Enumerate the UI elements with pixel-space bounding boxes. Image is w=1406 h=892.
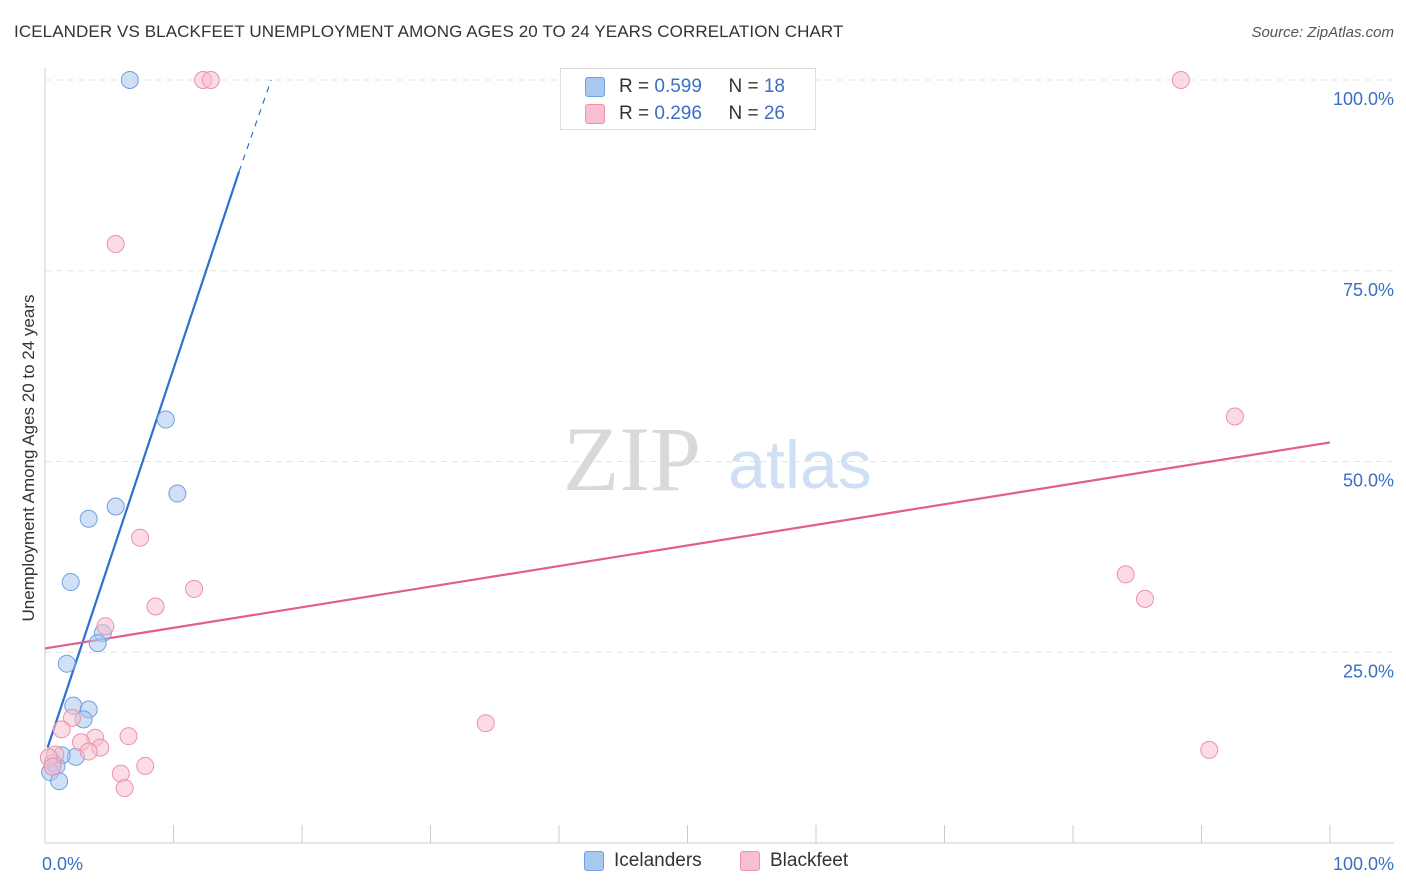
data-point-icelanders <box>106 497 125 516</box>
data-point-icelanders <box>156 410 175 429</box>
legend-item-icelanders[interactable]: Icelanders <box>584 850 702 872</box>
trend-line-extension-icelanders <box>238 79 272 172</box>
data-point-blackfeet <box>62 708 81 727</box>
data-point-blackfeet <box>1135 589 1154 608</box>
data-point-icelanders <box>57 654 76 673</box>
n-value: 18 <box>763 76 785 97</box>
n-value: 26 <box>763 103 785 124</box>
data-point-blackfeet <box>1200 740 1219 759</box>
blackfeet-legend-swatch <box>740 851 760 871</box>
data-point-blackfeet <box>136 756 155 775</box>
r-label: R = <box>619 76 655 97</box>
data-point-blackfeet <box>185 579 204 598</box>
blackfeet-swatch <box>585 104 605 124</box>
data-point-icelanders <box>120 71 139 89</box>
icelanders-swatch <box>585 77 605 97</box>
x-tick-label: 0.0% <box>42 854 83 874</box>
y-tick-label: 50.0% <box>1343 471 1394 491</box>
data-point-icelanders <box>88 634 107 653</box>
grid-lines <box>45 79 1394 653</box>
data-point-blackfeet <box>106 235 125 254</box>
y-tick-labels: 25.0% 50.0% 75.0% 100.0% <box>1333 89 1394 681</box>
chart-title: ICELANDER VS BLACKFEET UNEMPLOYMENT AMON… <box>14 22 844 41</box>
x-tick-labels: 0.0% 100.0% <box>42 854 1394 874</box>
data-point-icelanders <box>61 573 80 592</box>
watermark: ZIP atlas <box>563 408 872 510</box>
axes <box>44 68 1394 844</box>
y-tick-label: 100.0% <box>1333 89 1394 109</box>
r-value: 0.599 <box>654 76 702 97</box>
trend-line-blackfeet <box>44 441 1331 650</box>
r-value: 0.296 <box>654 103 702 124</box>
data-point-blackfeet <box>1171 71 1190 89</box>
data-point-blackfeet <box>43 757 62 776</box>
data-point-blackfeet <box>1116 565 1135 584</box>
data-point-blackfeet <box>131 528 150 547</box>
y-tick-label: 25.0% <box>1343 661 1394 681</box>
trend-line-icelanders <box>46 171 241 748</box>
data-point-icelanders <box>79 509 98 528</box>
data-point-blackfeet <box>115 779 134 798</box>
source-label: Source: ZipAtlas.com <box>1251 24 1394 41</box>
trend-lines <box>44 79 1331 748</box>
legend-label-blackfeet: Blackfeet <box>770 850 849 871</box>
y-axis-label: Unemployment Among Ages 20 to 24 years <box>19 295 38 622</box>
y-tick-label: 75.0% <box>1343 280 1394 300</box>
legend-item-blackfeet[interactable]: Blackfeet <box>740 850 848 872</box>
stats-legend: R = 0.599 N = 18 R = 0.296 N = 26 <box>560 68 816 130</box>
data-point-blackfeet <box>119 727 138 746</box>
bottom-legend: Icelanders Blackfeet <box>0 850 1406 880</box>
n-label: N = <box>728 103 764 124</box>
data-point-icelanders <box>168 484 187 503</box>
data-point-blackfeet <box>146 597 165 616</box>
data-points <box>39 71 1244 798</box>
data-point-blackfeet <box>79 742 98 761</box>
data-point-blackfeet <box>1225 407 1244 426</box>
data-point-blackfeet <box>96 617 115 636</box>
n-label: N = <box>728 76 764 97</box>
data-point-blackfeet <box>201 71 220 89</box>
data-point-blackfeet <box>52 720 71 739</box>
r-label: R = <box>619 103 655 124</box>
watermark-atlas: atlas <box>728 427 872 503</box>
watermark-zip: ZIP <box>563 408 701 510</box>
data-point-blackfeet <box>476 714 495 733</box>
icelanders-legend-swatch <box>584 851 604 871</box>
x-tick-label: 100.0% <box>1333 854 1394 874</box>
legend-label-icelanders: Icelanders <box>614 850 702 871</box>
